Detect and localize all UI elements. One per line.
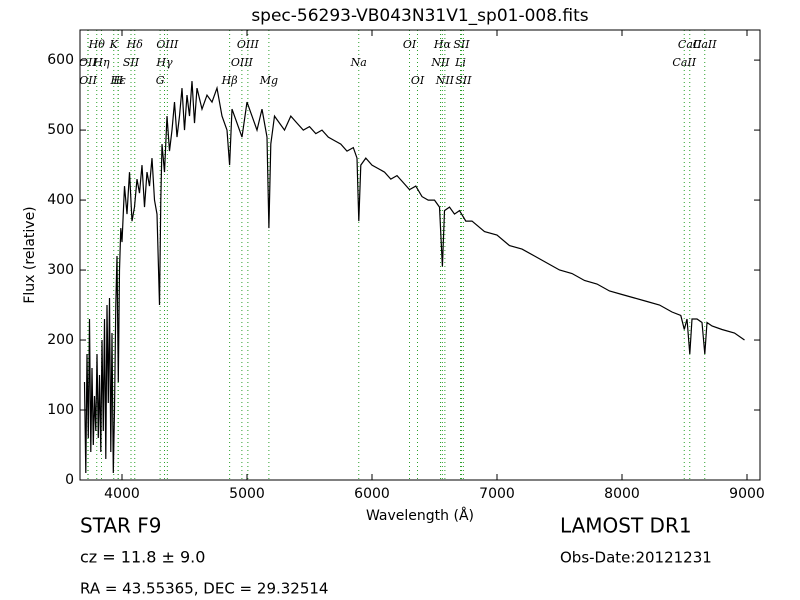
spectral-line-label: OIII <box>156 38 179 51</box>
obs-date: Obs-Date:20121231 <box>560 549 712 567</box>
spectral-line-label: SII <box>123 56 140 69</box>
y-axis-label: Flux (relative) <box>22 206 38 303</box>
coordinates: RA = 43.55365, DEC = 29.32514 <box>80 580 328 598</box>
x-tick-label: 5000 <box>229 486 265 502</box>
redshift: cz = 11.8 ± 9.0 <box>80 548 205 567</box>
x-tick-label: 9000 <box>729 486 765 502</box>
y-tick-label: 300 <box>47 262 74 278</box>
survey: LAMOST DR1 <box>560 514 692 538</box>
spectral-line-label: SII <box>453 38 470 51</box>
spectral-line-label: NII <box>430 56 450 69</box>
spectral-line-label: H <box>112 74 123 87</box>
spectral-line-label: Hη <box>92 56 110 69</box>
spectral-line-label: CaII <box>672 56 696 69</box>
spectral-line-label: K <box>109 38 119 51</box>
spectral-line-label: OI <box>403 38 417 51</box>
y-tick-label: 0 <box>65 472 74 488</box>
x-axis-label: Wavelength (Å) <box>366 507 474 524</box>
y-tick-label: 400 <box>47 192 74 208</box>
spectral-line-label: SII <box>455 74 472 87</box>
spectral-line-label: Li <box>454 56 466 69</box>
y-tick-label: 500 <box>47 122 74 138</box>
spectral-line-label: Na <box>350 56 367 69</box>
spectral-line-label: Hα <box>433 38 452 51</box>
spectral-line-label: Hγ <box>155 56 173 69</box>
spectral-line-label: Mg <box>259 74 278 87</box>
plot-frame <box>79 29 761 481</box>
spectral-line-label: NII <box>435 74 455 87</box>
spectral-line-label: CaII <box>693 38 717 51</box>
object-class: STAR F9 <box>80 514 162 538</box>
spectral-line-label: Hβ <box>221 74 238 87</box>
x-tick-label: 7000 <box>479 486 515 502</box>
y-tick-label: 600 <box>47 52 74 68</box>
spectral-line-label: Hε <box>110 74 127 87</box>
y-tick-label: 100 <box>47 402 74 418</box>
spectral-line-label: OI <box>411 74 425 87</box>
y-tick-label: 200 <box>47 332 74 348</box>
x-tick-label: 6000 <box>354 486 390 502</box>
spectrum-line <box>83 81 745 474</box>
x-tick-label: 4000 <box>104 486 140 502</box>
spectral-line-label: CaII <box>678 38 702 51</box>
chart-title: spec-56293-VB043N31V1_sp01-008.fits <box>251 6 588 26</box>
spectral-line-label: OIII <box>231 56 254 69</box>
x-tick-label: 8000 <box>604 486 640 502</box>
spectral-line-label: G <box>156 74 165 87</box>
spectral-line-label: Hδ <box>126 38 144 51</box>
spectral-line-label: OII <box>79 74 97 87</box>
spectral-line-label: OIII <box>237 38 260 51</box>
spectral-line-label: Hθ <box>88 38 106 51</box>
